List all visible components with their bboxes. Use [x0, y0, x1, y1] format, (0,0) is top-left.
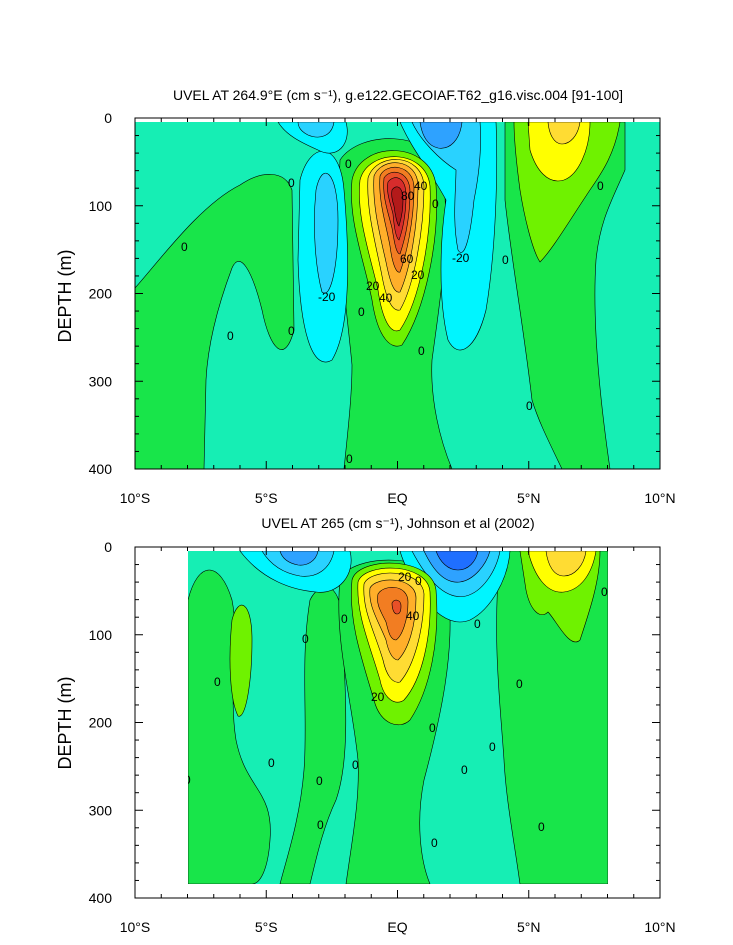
gap — [570, 886, 592, 894]
contour-label: 0 — [474, 617, 481, 631]
contour-label: 0 — [214, 675, 221, 689]
contour-label: 0 — [268, 756, 275, 770]
contour-label: 0 — [415, 574, 422, 588]
y-axis-label-observed: DEPTH (m) — [55, 677, 75, 770]
band-10-west — [188, 569, 271, 884]
y-tick-label: 300 — [89, 373, 113, 389]
panel-model: UVEL AT 264.9°E (cm s⁻¹), g.e122.GECOIAF… — [55, 87, 676, 506]
band-40-north — [545, 551, 587, 577]
contour-label: 40 — [379, 291, 393, 305]
contour-label: 0 — [601, 585, 608, 599]
gap — [290, 886, 316, 894]
contour-label: 0 — [429, 721, 436, 735]
contour-label: 0 — [181, 240, 188, 254]
band-neg20-ne — [411, 122, 481, 253]
x-tick-label: EQ — [387, 490, 407, 506]
y-tick-label: 200 — [89, 715, 113, 731]
y-tick-label: 100 — [89, 627, 113, 643]
contour-label: 20 — [398, 570, 412, 584]
contour-label: 0 — [345, 157, 352, 171]
contour-label: 0 — [317, 818, 324, 832]
contour-label: 0 — [227, 329, 234, 343]
y-tick-label: 400 — [89, 890, 113, 906]
chart-title-model: UVEL AT 264.9°E (cm s⁻¹), g.e122.GECOIAF… — [173, 87, 623, 103]
y-tick-label: 100 — [89, 198, 113, 214]
band-neg30-surf-s — [279, 551, 319, 566]
band-neg40-ne — [435, 551, 479, 571]
contour-label: 0 — [432, 197, 439, 211]
contour-label: 0 — [526, 399, 533, 413]
x-tick-label: 10°S — [120, 490, 151, 506]
contour-label: 60 — [400, 252, 414, 266]
x-tick-label: 5°S — [255, 919, 278, 935]
y-axis-label-model: DEPTH (m) — [55, 250, 75, 343]
y-tick-label: 0 — [104, 539, 112, 555]
missing-data-gaps — [200, 886, 592, 894]
band-40-north — [547, 122, 581, 145]
band-neg20-sw — [314, 172, 339, 294]
contour-label: -20 — [452, 251, 470, 265]
contour-label: 0 — [597, 179, 604, 193]
contour-label: 0 — [184, 773, 191, 787]
contour-label: 0 — [302, 632, 309, 646]
contour-label: 0 — [288, 176, 295, 190]
contour-label: 20 — [411, 268, 425, 282]
contour-label: 20 — [366, 279, 380, 293]
contour-field-observed: 0 0 0 0 0 0 0 0 0 0 0 0 0 0 0 0 0 20 20 … — [184, 551, 608, 884]
chart-title-observed: UVEL AT 265 (cm s⁻¹), Johnson et al (200… — [261, 515, 534, 531]
x-tick-label: 5°S — [255, 490, 278, 506]
contour-label: -20 — [318, 290, 336, 304]
contour-label: 0 — [341, 612, 348, 626]
axis-ticks-model — [134, 117, 661, 470]
axis-ticks-observed — [134, 546, 661, 899]
euc-core-model — [351, 150, 437, 347]
gap — [486, 886, 514, 894]
x-tick-label: EQ — [387, 919, 407, 935]
contour-label: 0 — [516, 677, 523, 691]
panel-observed: UVEL AT 265 (cm s⁻¹), Johnson et al (200… — [55, 515, 676, 935]
contour-label: 0 — [538, 820, 545, 834]
band-70 — [391, 599, 402, 615]
contour-label: 0 — [461, 763, 468, 777]
x-tick-label: 10°N — [644, 490, 675, 506]
band-20-west — [229, 604, 253, 717]
band-neg30-ne — [419, 122, 463, 149]
contour-field-model: 0 0 0 0 0 0 0 0 0 0 0 0 -20 -20 20 20 40… — [135, 122, 660, 469]
contour-label: 80 — [401, 189, 415, 203]
y-tick-label: 300 — [89, 802, 113, 818]
contour-label: 0 — [316, 774, 323, 788]
band-60 — [377, 587, 409, 641]
contour-label: 0 — [502, 253, 509, 267]
x-tick-label: 10°S — [120, 919, 151, 935]
contour-label: 0 — [358, 305, 365, 319]
x-tick-label: 5°N — [517, 919, 541, 935]
contour-label: 0 — [346, 452, 353, 466]
y-tick-label: 0 — [104, 110, 112, 126]
y-tick-label: 200 — [89, 286, 113, 302]
y-tick-label: 400 — [89, 461, 113, 477]
band-90 — [391, 186, 404, 227]
contour-label: 40 — [406, 609, 420, 623]
x-tick-label: 10°N — [644, 919, 675, 935]
gap — [200, 886, 248, 894]
contour-label: 0 — [489, 740, 496, 754]
band-10-west — [135, 174, 295, 469]
band-neg20-surf-s — [297, 122, 335, 138]
contour-label: 20 — [371, 690, 385, 704]
contour-label: 0 — [431, 836, 438, 850]
contour-labels-model: 0 0 0 0 0 0 0 0 0 0 0 0 -20 -20 20 20 40… — [181, 157, 604, 466]
euc-core-observed — [351, 562, 438, 725]
gap — [266, 886, 280, 894]
contour-label: 0 — [352, 758, 359, 772]
contour-label: 40 — [414, 179, 428, 193]
contour-label: 0 — [418, 344, 425, 358]
x-tick-label: 5°N — [517, 490, 541, 506]
contour-label: 0 — [288, 324, 295, 338]
contour-labels-observed: 0 0 0 0 0 0 0 0 0 0 0 0 0 0 0 0 0 20 20 … — [184, 570, 608, 850]
